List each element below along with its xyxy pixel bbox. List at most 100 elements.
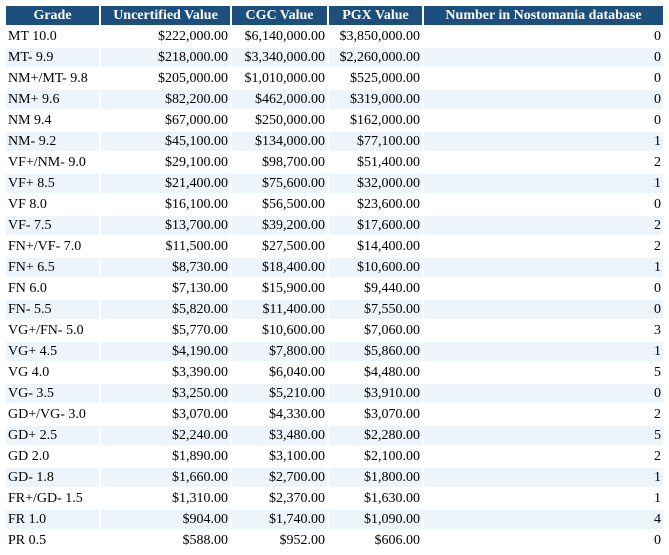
value-cell: $27,500.00: [262, 238, 325, 254]
table-row: NM- 9.2 $45,100.00 $134,000.00 $77,100.00 1: [6, 132, 663, 151]
value-table: Grade Uncertified Value CGC Value PGX Value…: [4, 4, 665, 552]
value-cell: $18,400.00: [232, 258, 327, 277]
value-cell: $3,850,000.00: [339, 28, 421, 44]
table-row: VG+/FN- 5.0 $5,770.00 $10,600.00 $7,060.00 3: [6, 321, 663, 340]
table-row: FN+ 6.5 $8,730.00 $18,400.00 $10,600.00 1: [6, 258, 663, 277]
value-cell: $2,100.00: [364, 448, 420, 464]
value-cell: 0: [424, 300, 663, 319]
column-header: Number in Nostomania database: [424, 6, 663, 25]
value-cell: $98,700.00: [262, 154, 325, 170]
value-cell: $3,070.00: [172, 406, 228, 422]
value-cell: $7,550.00: [329, 300, 422, 319]
grade-cell: FR+/GD- 1.5: [8, 490, 83, 506]
grade-cell: FN 6.0: [8, 280, 47, 296]
value-cell: $75,600.00: [232, 174, 327, 193]
value-cell: $952.00: [279, 532, 326, 548]
value-cell: $525,000.00: [350, 70, 420, 86]
table-row: GD+/VG- 3.0 $3,070.00 $4,330.00 $3,070.00 2: [6, 405, 663, 424]
value-cell: $462,000.00: [232, 90, 327, 109]
value-cell: $2,700.00: [232, 468, 327, 487]
table-row: NM+ 9.6 $82,200.00 $462,000.00 $319,000.00 0: [6, 90, 663, 109]
value-cell: $222,000.00: [158, 28, 228, 44]
value-cell: $14,400.00: [357, 238, 420, 254]
value-cell: $1,740.00: [232, 510, 327, 529]
table-row: VF 8.0 $16,100.00 $56,500.00 $23,600.00 0: [6, 195, 663, 214]
grade-cell: GD+ 2.5: [6, 426, 99, 445]
value-cell: $1,630.00: [364, 490, 420, 506]
value-cell: $11,400.00: [232, 300, 327, 319]
value-cell: 0: [654, 196, 661, 212]
value-cell: $4,480.00: [364, 364, 420, 380]
grade-cell: FR 1.0: [6, 510, 99, 529]
table-row: FR+/GD- 1.5 $1,310.00 $2,370.00 $1,630.00 1: [6, 489, 663, 508]
value-cell: 1: [424, 132, 663, 151]
grade-cell: FN- 5.5: [6, 300, 99, 319]
column-header: Grade: [6, 6, 99, 25]
value-cell: 5: [424, 426, 663, 445]
value-cell: 0: [654, 532, 661, 548]
grade-cell: NM 9.4: [8, 112, 52, 128]
value-cell: $13,700.00: [101, 216, 230, 235]
grade-cell: VF 8.0: [8, 196, 47, 212]
value-cell: $6,140,000.00: [244, 28, 326, 44]
value-cell: 0: [654, 70, 661, 86]
value-cell: 0: [424, 384, 663, 403]
value-cell: 2: [654, 406, 661, 422]
value-cell: $82,200.00: [101, 90, 230, 109]
grade-cell: MT- 9.9: [6, 48, 99, 67]
grade-cell: NM+/MT- 9.8: [8, 70, 88, 86]
table-row: VG- 3.5 $3,250.00 $5,210.00 $3,910.00 0: [6, 384, 663, 403]
value-cell: 2: [654, 448, 661, 464]
grade-cell: FN+/VF- 7.0: [8, 238, 82, 254]
table-row: VF+/NM- 9.0 $29,100.00 $98,700.00 $51,400.0…: [6, 153, 663, 172]
value-cell: $3,100.00: [269, 448, 325, 464]
value-cell: 4: [424, 510, 663, 529]
value-cell: $250,000.00: [255, 112, 325, 128]
value-cell: $3,070.00: [364, 406, 420, 422]
grade-cell: NM+ 9.6: [6, 90, 99, 109]
column-header: Uncertified Value: [101, 6, 230, 25]
value-cell: 0: [654, 28, 661, 44]
value-cell: $1,660.00: [101, 468, 230, 487]
value-cell: 2: [424, 216, 663, 235]
value-cell: $3,340,000.00: [232, 48, 327, 67]
value-cell: $1,090.00: [329, 510, 422, 529]
value-cell: $218,000.00: [101, 48, 230, 67]
table-header: Grade Uncertified Value CGC Value PGX Value…: [6, 6, 663, 25]
value-cell: $67,000.00: [165, 112, 228, 128]
grade-cell: GD- 1.8: [6, 468, 99, 487]
grade-cell: VG 4.0: [8, 364, 50, 380]
value-cell: $5,820.00: [101, 300, 230, 319]
value-cell: $3,250.00: [101, 384, 230, 403]
grade-cell: NM- 9.2: [6, 132, 99, 151]
table-row: VF+ 8.5 $21,400.00 $75,600.00 $32,000.00 1: [6, 174, 663, 193]
table-row: FN 6.0 $7,130.00 $15,900.00 $9,440.00 0: [6, 279, 663, 298]
grade-cell: VG+/FN- 5.0: [8, 322, 84, 338]
value-cell: 1: [424, 342, 663, 361]
grade-cell: VF+ 8.5: [6, 174, 99, 193]
table-row: FN+/VF- 7.0 $11,500.00 $27,500.00 $14,400.0…: [6, 237, 663, 256]
value-cell: $4,330.00: [269, 406, 325, 422]
table-row: GD- 1.8 $1,660.00 $2,700.00 $1,800.00 1: [6, 468, 663, 487]
value-cell: $2,370.00: [269, 490, 325, 506]
value-cell: 0: [654, 280, 661, 296]
value-cell: 2: [654, 238, 661, 254]
value-cell: $32,000.00: [329, 174, 422, 193]
grade-cell: GD+/VG- 3.0: [8, 406, 86, 422]
table-row: VF- 7.5 $13,700.00 $39,200.00 $17,600.00 2: [6, 216, 663, 235]
column-header: PGX Value: [329, 6, 422, 25]
table-row: GD 2.0 $1,890.00 $3,100.00 $2,100.00 2: [6, 447, 663, 466]
value-cell: $1,310.00: [172, 490, 228, 506]
value-cell: $51,400.00: [357, 154, 420, 170]
grade-cell: VG- 3.5: [6, 384, 99, 403]
value-cell: $7,130.00: [172, 280, 228, 296]
value-cell: $5,210.00: [232, 384, 327, 403]
value-cell: $10,600.00: [329, 258, 422, 277]
value-cell: $319,000.00: [329, 90, 422, 109]
value-cell: $904.00: [101, 510, 230, 529]
value-cell: 3: [654, 322, 661, 338]
value-cell: $23,600.00: [357, 196, 420, 212]
value-cell: $17,600.00: [329, 216, 422, 235]
table-row: VG 4.0 $3,390.00 $6,040.00 $4,480.00 5: [6, 363, 663, 382]
